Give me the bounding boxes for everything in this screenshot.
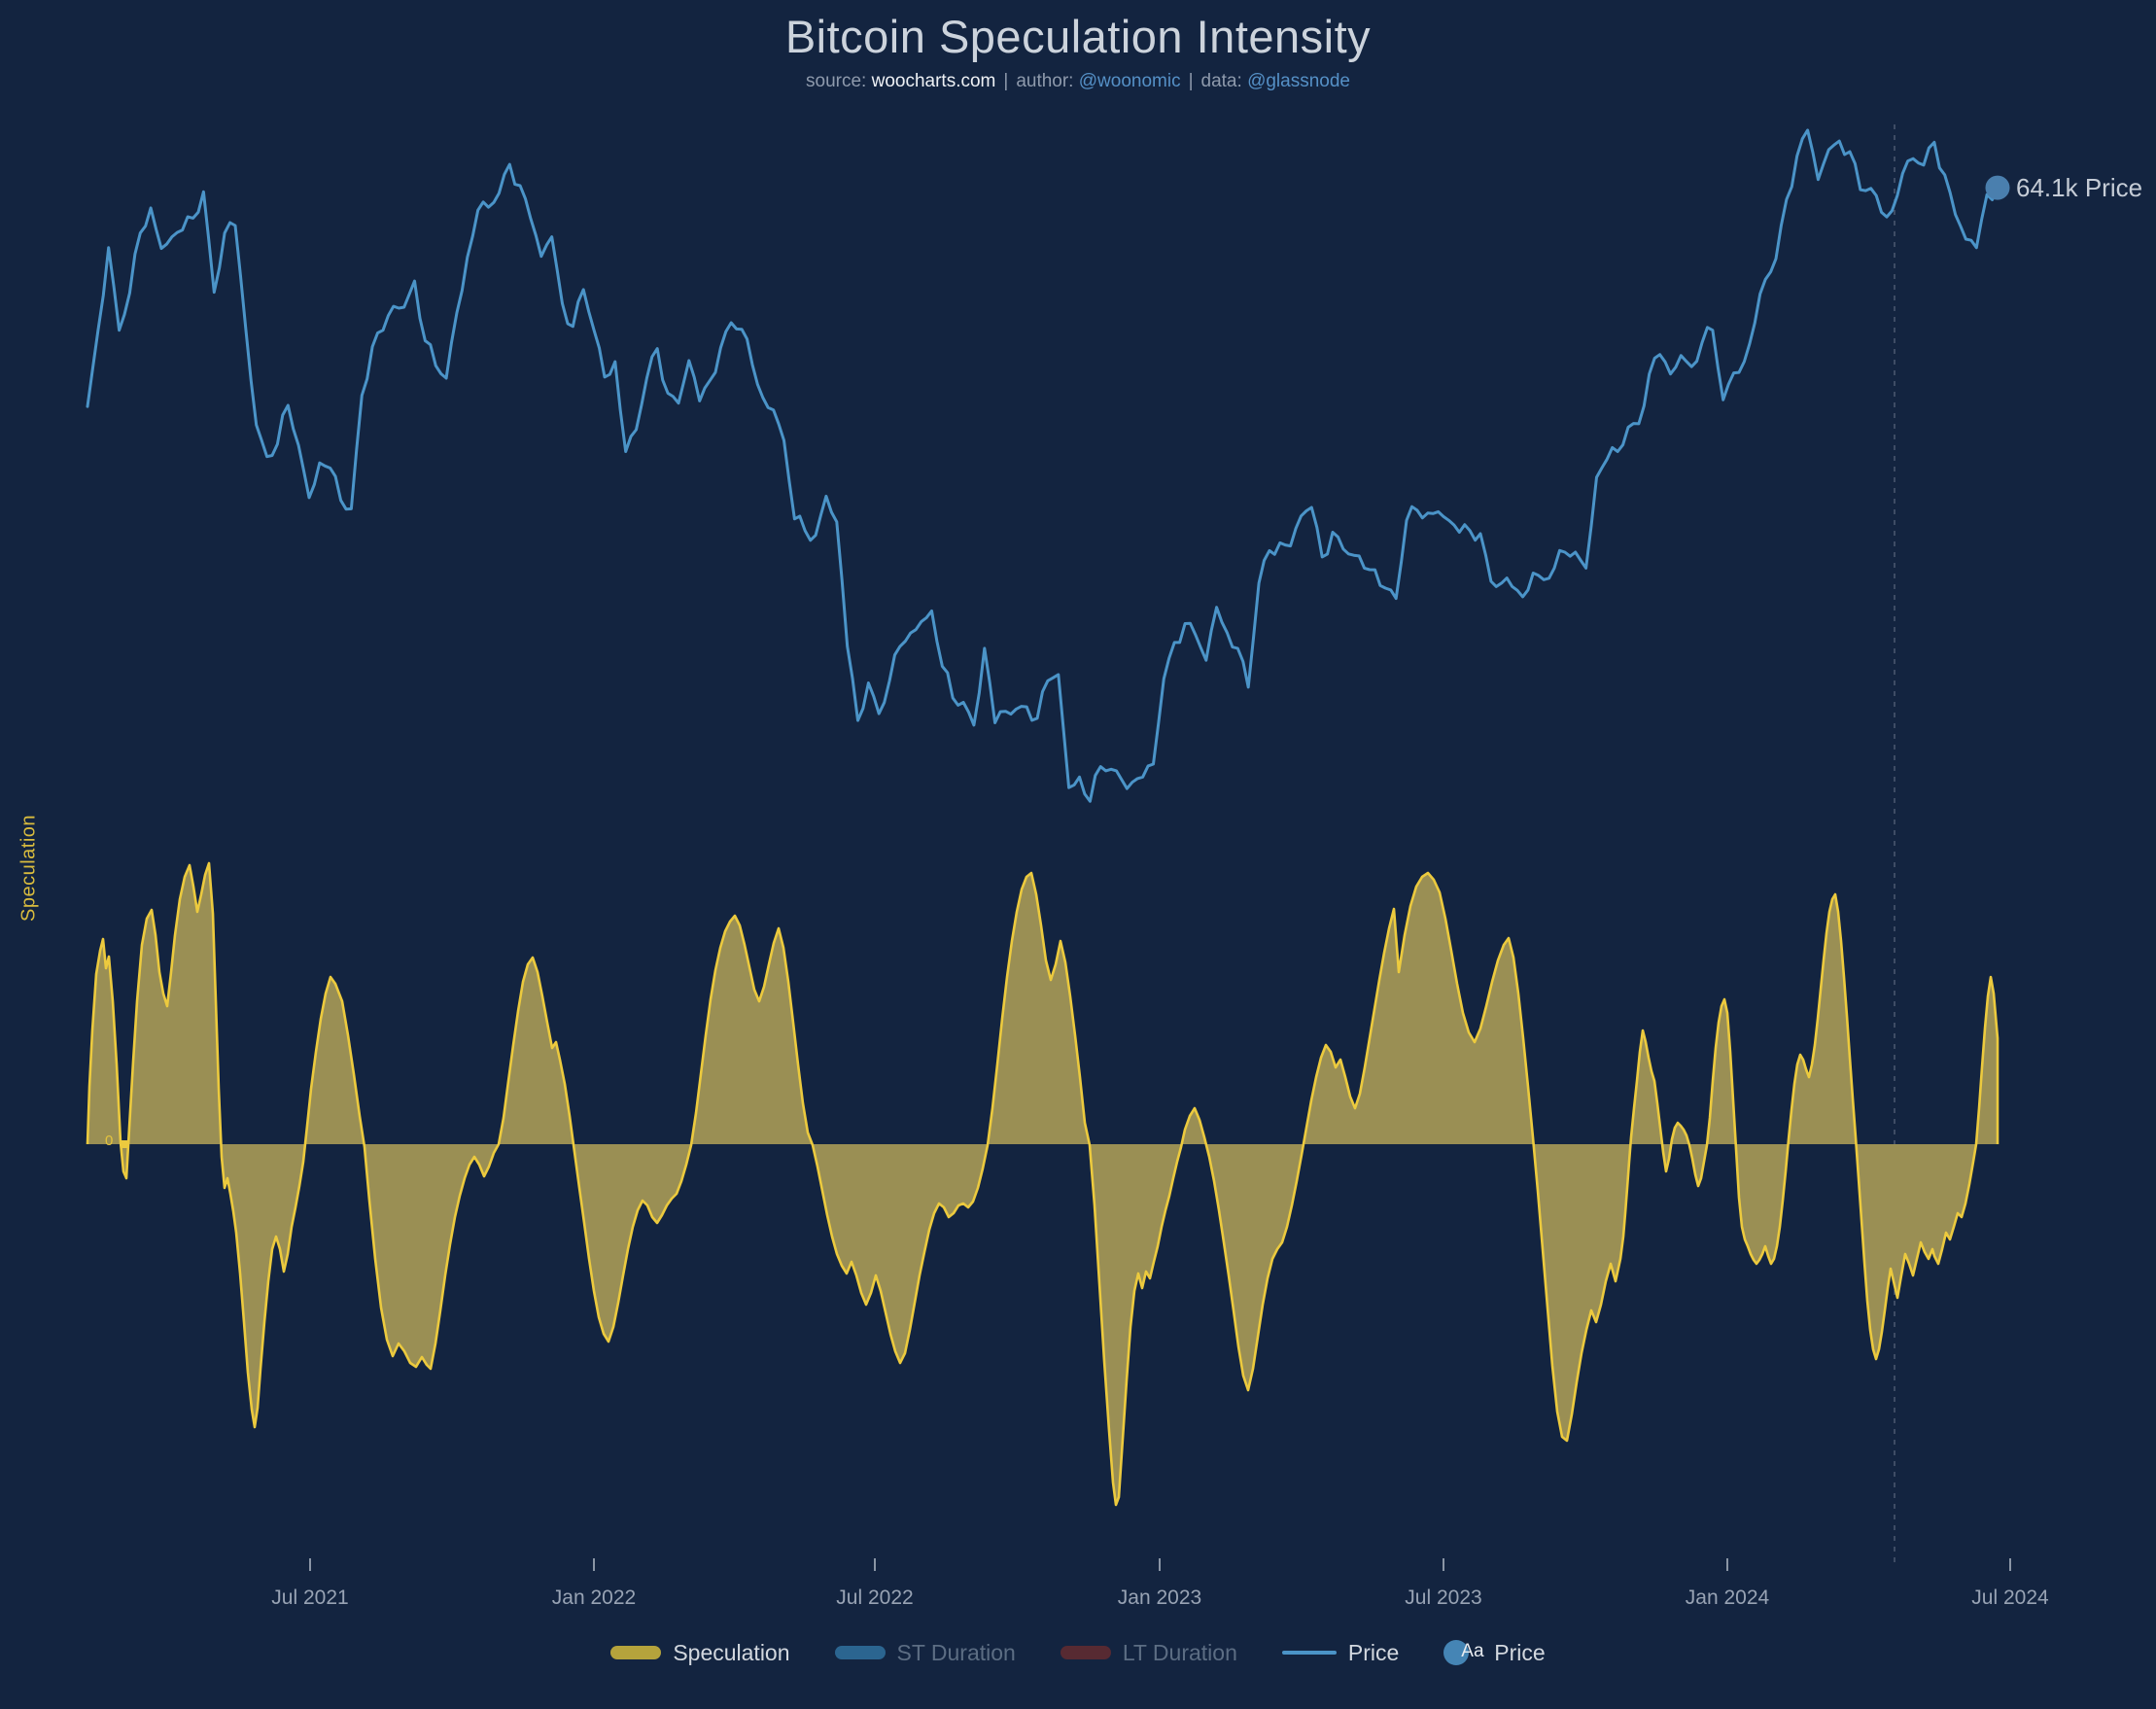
x-tick-label: Jan 2023	[1117, 1587, 1202, 1609]
legend-label: Speculation	[673, 1639, 790, 1665]
x-tick-label: Jul 2021	[271, 1587, 349, 1609]
speculation-zero-marker	[121, 1140, 128, 1148]
legend-item-st-duration[interactable]: ST Duration	[834, 1639, 1016, 1666]
legend-item-price-label-series[interactable]: Aa Price	[1443, 1639, 1546, 1666]
source-label: source:	[806, 71, 867, 91]
st-duration-swatch-icon	[834, 1646, 886, 1659]
x-tick-label: Jul 2023	[1405, 1587, 1482, 1609]
chart-header: Bitcoin Speculation Intensity source: wo…	[0, 0, 2156, 92]
price-last-value-label: 64.1k Price	[2016, 173, 2143, 203]
separator: |	[1003, 71, 1009, 91]
price-bubble-swatch-icon: Aa	[1443, 1639, 1484, 1666]
speculation-swatch-icon	[610, 1646, 662, 1659]
legend-label: ST Duration	[896, 1639, 1016, 1665]
x-tick-label: Jan 2024	[1685, 1587, 1770, 1609]
legend-label: Price	[1494, 1639, 1546, 1665]
page-title: Bitcoin Speculation Intensity	[784, 11, 1372, 62]
speculation-line	[86, 861, 2000, 1507]
legend-label: Price	[1347, 1639, 1400, 1665]
lt-duration-swatch-icon	[1060, 1646, 1111, 1659]
legend-item-lt-duration[interactable]: LT Duration	[1060, 1639, 1237, 1666]
x-tick-label: Jul 2022	[836, 1587, 914, 1609]
source-value: woocharts.com	[871, 71, 996, 91]
price-line	[86, 128, 2000, 803]
price-last-point-dot	[1985, 175, 2010, 200]
x-tick-label: Jul 2024	[1971, 1587, 2049, 1609]
legend: Speculation ST Duration LT Duration Pric…	[0, 1639, 2156, 1666]
data-link[interactable]: @glassnode	[1247, 71, 1350, 91]
author-link[interactable]: @woonomic	[1078, 71, 1181, 91]
y-axis-label-speculation: Speculation	[17, 814, 40, 923]
speculation-area	[87, 863, 1998, 1505]
legend-label: LT Duration	[1122, 1639, 1237, 1665]
x-tick-label: Jan 2022	[551, 1587, 637, 1609]
zero-axis-label: 0	[105, 1133, 114, 1149]
author-label: author:	[1016, 71, 1074, 91]
legend-item-speculation[interactable]: Speculation	[610, 1639, 790, 1666]
legend-item-price[interactable]: Price	[1281, 1639, 1400, 1666]
data-label: data:	[1200, 71, 1242, 91]
price-line-swatch-icon	[1281, 1651, 1337, 1655]
separator: |	[1188, 71, 1194, 91]
chart-subtitle: source: woocharts.com | author: @woonomic |…	[0, 71, 2156, 92]
